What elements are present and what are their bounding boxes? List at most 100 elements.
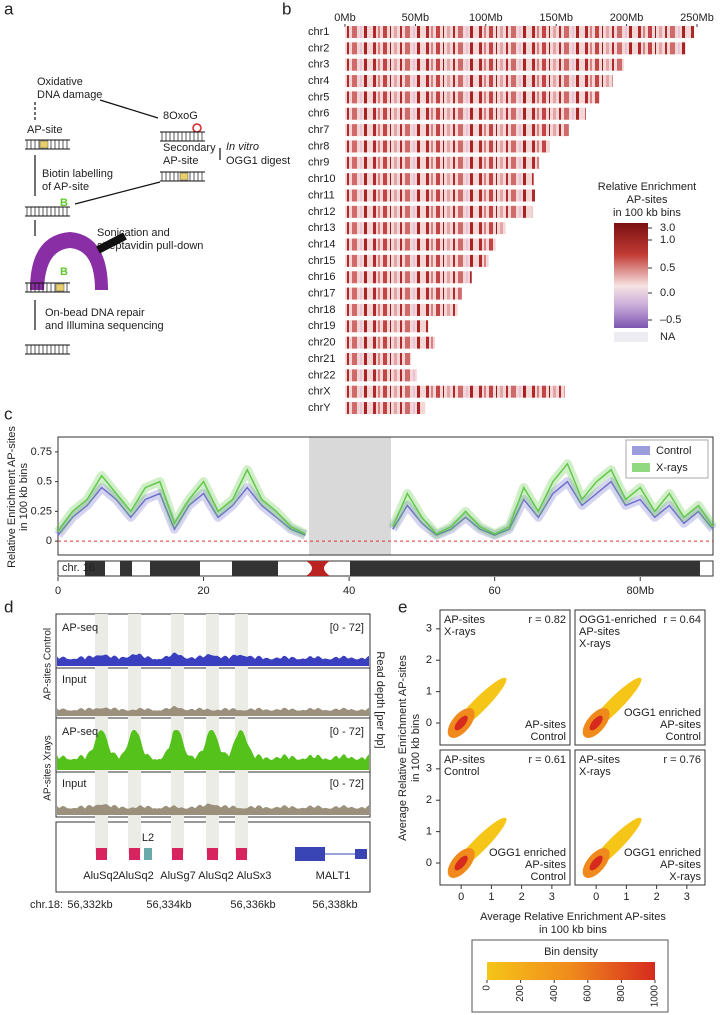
subplot-label: OGG1 enriched (624, 847, 701, 859)
step-text: Oxidative (37, 76, 83, 88)
panel-label: b (282, 0, 291, 18)
r-value: r = 0.76 (663, 754, 701, 766)
chrom-bar (345, 156, 540, 169)
signal-track (57, 652, 369, 666)
chrom-label: chrX (308, 386, 331, 398)
ideogram-band (120, 561, 132, 576)
x-tick-label: 3 (549, 891, 555, 903)
signal-track (57, 706, 369, 716)
chrom-bar (345, 124, 569, 137)
repeat-boxes (96, 847, 367, 861)
x-tick-label: 0 (458, 891, 464, 903)
chrom-label: chr1 (308, 26, 329, 38)
chrom-bar (345, 42, 686, 55)
chrom-label: chr8 (308, 140, 329, 152)
chrom-label: chr17 (308, 288, 336, 300)
chrom-label: chr3 (308, 59, 329, 71)
legend-swatch (632, 446, 650, 455)
x-tick-label: 40 (343, 585, 355, 597)
chrom-label: chr7 (308, 124, 329, 136)
chrom-bar (345, 107, 586, 120)
chrom-label: chr19 (308, 320, 336, 332)
legend-tick-label: 1.0 (660, 234, 675, 246)
x-tick-label: 50Mb (402, 12, 430, 24)
legend-swatch (632, 463, 650, 472)
step-text: Secondary (163, 142, 216, 154)
step-text: AP-site (27, 124, 62, 136)
chrom-bar (345, 222, 506, 235)
chrom-label: chr9 (308, 157, 329, 169)
repeat-label: AluSq2 (83, 870, 118, 882)
group-label: AP-sites Control (43, 628, 54, 700)
x-tick-label: 2 (654, 891, 660, 903)
colorbar-tick-label: 0 (482, 985, 493, 991)
chrom-bar (345, 238, 496, 251)
subplot-label: Control (531, 871, 566, 883)
signal-track (57, 730, 369, 770)
y-tick-label: 2 (426, 654, 432, 666)
chrom-label: chr2 (308, 42, 329, 54)
y-tick-label: 1 (426, 826, 432, 838)
panel-label: c (4, 404, 13, 423)
subplot-label: AP-sites (579, 626, 620, 638)
repeat-label: AluSx3 (237, 870, 272, 882)
repeat-label: AluSq2 (198, 870, 233, 882)
legend-title: Relative Enrichment (598, 181, 696, 193)
chrom-bar (345, 58, 624, 71)
x-tick-label: 1 (623, 891, 629, 903)
ideogram-band (350, 561, 700, 576)
chrom-label: chr16 (308, 271, 336, 283)
ideogram-band (232, 561, 278, 576)
panel-label: d (4, 597, 13, 616)
workflow: Oxidative DNA damage AP-site 8OxoG Secon… (27, 76, 290, 332)
subplot-label: AP-sites (444, 614, 485, 626)
biotin: B (60, 266, 68, 278)
colorbar-tick-label: 200 (515, 985, 526, 1002)
subplot-label: X-rays (579, 766, 611, 778)
chrom-label: chr10 (308, 173, 336, 185)
subplot-label: AP-sites (579, 754, 620, 766)
subplot-label: AP-sites (660, 859, 701, 871)
subplot-label: AP-sites (660, 719, 701, 731)
step-text: On-bead DNA repair (45, 307, 145, 319)
chrom-label: chr11 (308, 189, 335, 201)
subplot-label: OGG1 enriched (624, 707, 701, 719)
signal-track (57, 803, 369, 815)
step-text: DNA damage (37, 89, 102, 101)
chrom-bar (345, 205, 533, 218)
x-tick-label: 60 (489, 585, 501, 597)
y-tick-label: 0 (426, 717, 432, 729)
chrom-label: chr22 (308, 369, 336, 381)
series-line (57, 480, 714, 537)
subplot-label: OGG1-enriched (579, 614, 657, 626)
x-tick-label: 0 (55, 585, 61, 597)
coord-label: 56,336kb (230, 899, 275, 911)
subplot-label: OGG1 enriched (489, 847, 566, 859)
chrom-bar (345, 173, 534, 186)
chrom-label: chr12 (308, 206, 336, 218)
chrom-bar (345, 140, 550, 153)
legend-title: in 100 kb bins (613, 207, 681, 219)
y-tick-label: 0 (426, 857, 432, 869)
x-tick-label: 250Mb (680, 12, 714, 24)
series-line (57, 462, 714, 535)
r-value: r = 0.64 (663, 614, 701, 626)
ap-site (55, 283, 65, 292)
subplot-label: Control (444, 766, 479, 778)
subplot-label: AP-sites (444, 754, 485, 766)
step-text: 8OxoG (163, 110, 198, 122)
coord-label: 56,334kb (146, 899, 191, 911)
coord-label: 56,338kb (312, 899, 357, 911)
x-tick-label: 80Mb (626, 585, 654, 597)
ideogram-band (85, 561, 105, 576)
track-range: [0 - 72] (330, 778, 364, 790)
x-axis-label: in 100 kb bins (539, 924, 607, 936)
x-tick-label: 200Mb (610, 12, 644, 24)
chrom-bar (345, 287, 462, 300)
chrom-bar (345, 91, 600, 104)
x-tick-label: 150Mb (539, 12, 573, 24)
y-tick-label: 0.25 (31, 505, 52, 517)
ideogram-band (150, 561, 200, 576)
ideogram-label: chr. 16 (62, 562, 95, 574)
y-tick-label: 0.75 (31, 446, 52, 458)
